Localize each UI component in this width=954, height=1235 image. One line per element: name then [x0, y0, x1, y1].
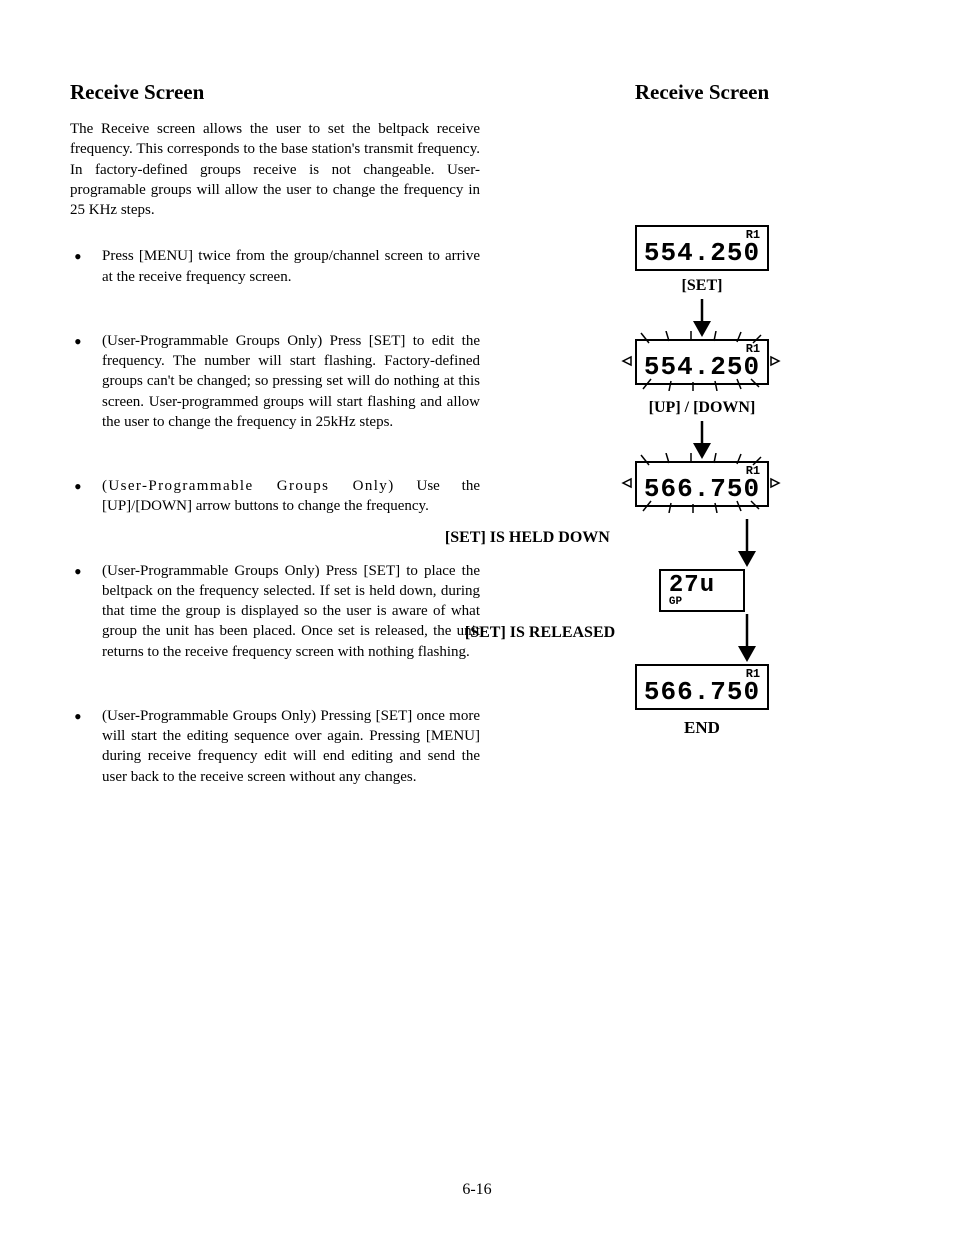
left-column: Receive Screen The Receive screen allows… [70, 80, 480, 831]
step-label-updown: [UP] / [DOWN] [649, 399, 756, 417]
lcd-value: 566.750 [644, 476, 760, 502]
lcd-value: 566.750 [644, 679, 760, 705]
end-label: END [684, 718, 720, 738]
arrow-down-icon [736, 519, 758, 567]
left-heading: Receive Screen [70, 80, 480, 105]
right-heading: Receive Screen [635, 80, 769, 105]
right-column: Receive Screen R1 554.250 [SET] [510, 80, 894, 831]
lcd-value: 554.250 [644, 240, 760, 266]
arrow-down-icon [736, 614, 758, 662]
bullet-item: (User-Programmable Groups Only) Pressing… [98, 706, 480, 787]
step-label-set-held: [SET] IS HELD DOWN [445, 529, 610, 547]
lcd-display-4-group: 27u GP [659, 569, 745, 612]
bullet-item: (User-Programmable Groups Only) Use the … [98, 476, 480, 517]
lcd-value: 554.250 [644, 354, 760, 380]
bullet-item: Press [MENU] twice from the group/channe… [98, 246, 480, 287]
lcd-value: 27u [669, 574, 715, 598]
step-label-set-released: [SET] IS RELEASED [465, 624, 615, 642]
intro-paragraph: The Receive screen allows the user to se… [70, 119, 480, 220]
lcd-display-3-flashing: R1 566.750 [635, 461, 769, 507]
page-number: 6-16 [462, 1181, 491, 1199]
lcd-display-1: R1 554.250 [635, 225, 769, 271]
lcd-display-5: R1 566.750 [635, 664, 769, 710]
bullet-item: (User-Programmable Groups Only) Press [S… [98, 331, 480, 432]
flow-diagram: R1 554.250 [SET] [635, 225, 769, 738]
lcd-gp-label: GP [669, 596, 682, 608]
lcd-display-2-flashing: R1 554.250 [635, 339, 769, 385]
step-label-set: [SET] [682, 277, 723, 295]
bullet-item: (User-Programmable Groups Only) Press [S… [98, 561, 480, 662]
